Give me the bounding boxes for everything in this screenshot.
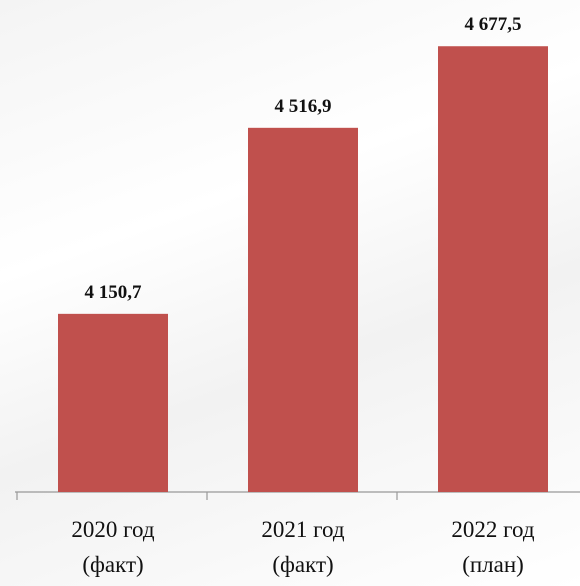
bar: [248, 127, 358, 493]
x-tick-label: 2021 год (факт): [261, 517, 345, 577]
x-tick-label: 2022 год (план): [451, 517, 535, 577]
bar: [58, 313, 168, 492]
bar: [438, 46, 548, 492]
x-tick-label: 2020 год (факт): [71, 517, 155, 577]
value-label: 4 150,7: [85, 282, 143, 303]
value-label: 4 516,9: [275, 96, 332, 117]
value-label: 4 677,5: [465, 14, 522, 35]
